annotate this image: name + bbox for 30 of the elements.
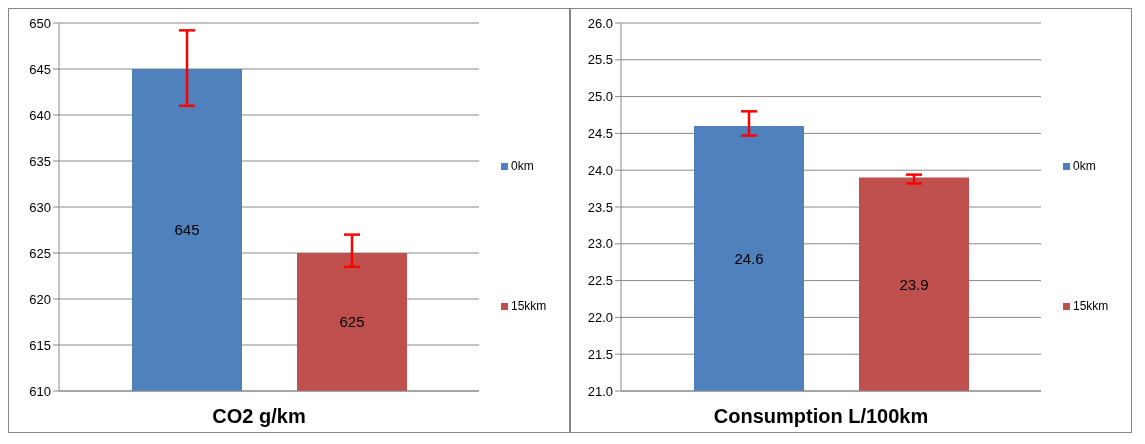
data-label: 645 — [174, 221, 200, 239]
data-label: 24.6 — [734, 249, 764, 267]
y-tick-label: 650 — [29, 15, 51, 31]
y-tick-label: 26.0 — [587, 15, 613, 31]
legend-label: 15kkm — [1072, 299, 1109, 313]
data-label: 625 — [339, 313, 365, 331]
legend-label: 0km — [1072, 159, 1096, 173]
y-tick-label: 25.5 — [587, 52, 613, 68]
text: Consumption L/100km — [712, 405, 930, 428]
y-tick-label: 610 — [29, 383, 51, 399]
y-tick-label: 22.0 — [587, 310, 613, 326]
text: CO2 g/km — [211, 405, 307, 428]
y-tick-label: 23.5 — [587, 199, 613, 215]
y-tick-label: 630 — [29, 199, 51, 215]
y-tick-label: 21.0 — [587, 383, 613, 399]
legend-label: 0km — [510, 159, 534, 173]
y-tick-label: 640 — [29, 107, 51, 123]
y-tick-label: 25.0 — [587, 89, 613, 105]
y-tick-label: 635 — [29, 153, 51, 169]
y-tick-label: 615 — [29, 337, 51, 353]
y-tick-label: 24.5 — [587, 126, 613, 142]
y-tick-label: 625 — [29, 245, 51, 261]
y-tick-label: 24.0 — [587, 162, 613, 178]
legend-label: 15kkm — [510, 299, 547, 313]
y-tick-label: 23.0 — [587, 236, 613, 252]
data-label: 23.9 — [899, 275, 929, 293]
y-tick-label: 22.5 — [587, 273, 613, 289]
y-tick-label: 21.5 — [587, 346, 613, 362]
y-tick-label: 620 — [29, 291, 51, 307]
y-tick-label: 645 — [29, 61, 51, 77]
